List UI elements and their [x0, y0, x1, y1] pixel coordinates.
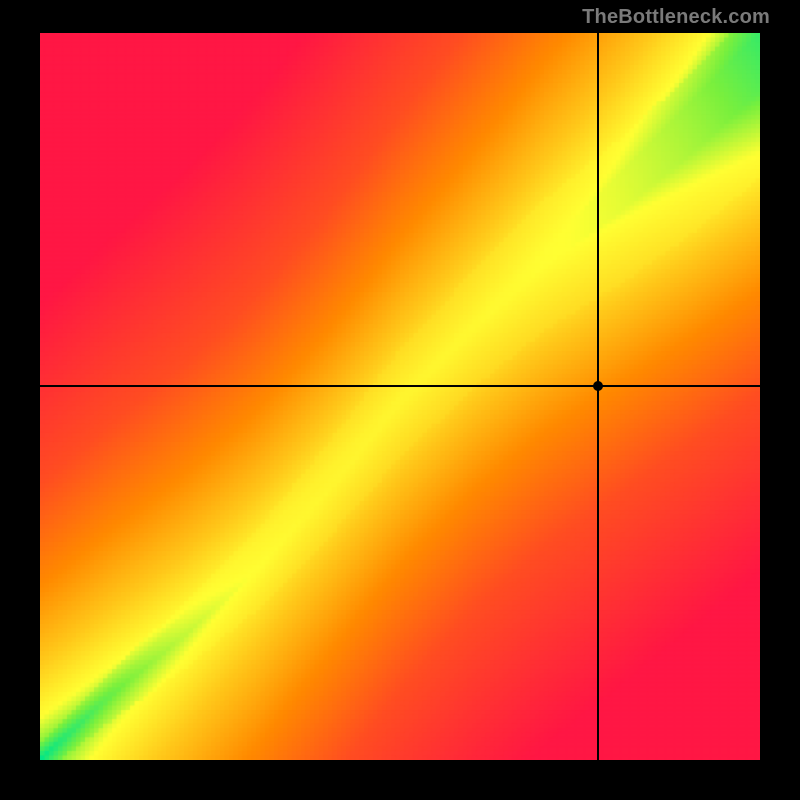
heatmap-canvas — [40, 33, 760, 760]
marker-point — [593, 381, 603, 391]
watermark-text: TheBottleneck.com — [582, 6, 770, 29]
crosshair-vertical — [597, 33, 599, 760]
heatmap-plot — [40, 33, 760, 760]
crosshair-horizontal — [40, 385, 760, 387]
